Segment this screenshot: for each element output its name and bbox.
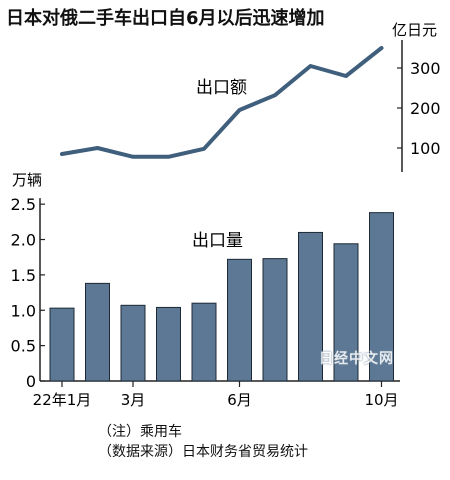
line-y-tick-label: 200	[410, 99, 441, 118]
bar	[85, 282, 110, 382]
bar	[227, 258, 252, 382]
bar	[333, 243, 359, 382]
bar-y-tick-label: 1.0	[11, 301, 36, 320]
x-tick-label: 3月	[121, 391, 146, 409]
bar-series-label: 出口量	[192, 231, 243, 251]
line-series	[60, 46, 384, 159]
bar-y-tick-label: 2.5	[11, 195, 36, 214]
bar	[49, 307, 75, 382]
line-y-tick-label: 300	[410, 59, 441, 78]
x-tick-label: 22年1月	[33, 391, 92, 409]
bar	[262, 258, 288, 382]
bar	[298, 231, 323, 382]
footnote-source: （数据来源）日本财务省贸易统计	[98, 444, 308, 460]
bar	[120, 304, 146, 382]
bar-y-tick-label: 2.0	[11, 231, 36, 250]
footnote-vehicle-type: （注）乘用车	[98, 424, 182, 440]
bar-y-unit-label: 万辆	[12, 171, 42, 189]
bar-y-tick-label: 1.5	[11, 266, 36, 285]
bar	[191, 302, 217, 382]
line-series-label: 出口额	[196, 78, 247, 98]
chart-title: 日本对俄二手车出口自6月以后迅速增加	[6, 8, 325, 29]
bar-y-tick-label: 0.5	[11, 337, 36, 356]
bar	[369, 212, 394, 382]
bar-y-tick-label: 0	[26, 372, 36, 391]
bar	[156, 306, 181, 382]
line-y-tick-label: 100	[410, 139, 441, 158]
line-y-unit-label: 亿日元	[392, 21, 437, 39]
x-tick-label: 10月	[364, 391, 398, 409]
x-tick-label: 6月	[227, 391, 252, 409]
watermark-logo: 日经中文网	[319, 351, 394, 367]
